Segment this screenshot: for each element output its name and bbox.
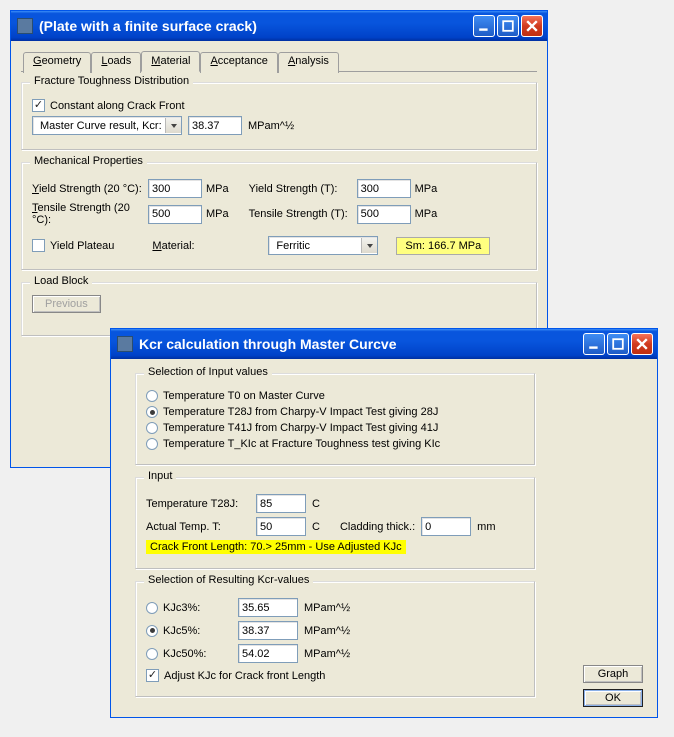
window-title: Kcr calculation through Master Curcve	[139, 336, 583, 352]
minimize-button[interactable]	[583, 333, 605, 355]
graph-button[interactable]: Graph	[583, 665, 643, 683]
chk-constant-crack-front[interactable]: Constant along Crack Front	[32, 99, 185, 112]
kcr-value-field[interactable]	[188, 116, 242, 135]
chk-adjust-kjc[interactable]: Adjust KJc for Crack front Length	[146, 669, 325, 682]
radio-t41j[interactable]: Temperature T41J from Charpy-V Impact Te…	[146, 422, 438, 434]
tab-material[interactable]: Material	[141, 51, 200, 72]
group-legend: Fracture Toughness Distribution	[30, 75, 193, 87]
radio-t28j[interactable]: Temperature T28J from Charpy-V Impact Te…	[146, 406, 438, 418]
group-mechanical-properties: Mechanical Properties Yield Strength (20…	[21, 162, 537, 270]
tensileT-label: Tensile Strength (T):	[249, 208, 353, 220]
crack-front-message: Crack Front Length: 70.> 25mm - Use Adju…	[146, 540, 406, 554]
kcr-unit: MPam^½	[248, 120, 294, 132]
maximize-button[interactable]	[497, 15, 519, 37]
group-legend: Selection of Resulting Kcr-values	[144, 574, 313, 586]
titlebar[interactable]: (Plate with a finite surface crack)	[11, 11, 547, 41]
app-icon	[117, 336, 133, 352]
cladding-label: Cladding thick.:	[340, 521, 415, 533]
yieldT-label: Yield Strength (T):	[249, 183, 353, 195]
minimize-button[interactable]	[473, 15, 495, 37]
t28j-field[interactable]	[256, 494, 306, 513]
kjc5-field[interactable]	[238, 621, 298, 640]
chevron-down-icon	[165, 118, 181, 133]
maximize-button[interactable]	[607, 333, 629, 355]
group-legend: Input	[144, 470, 176, 482]
titlebar[interactable]: Kcr calculation through Master Curcve	[111, 329, 657, 359]
select-kcr-source[interactable]: Master Curve result, Kcr:	[32, 116, 182, 135]
group-selection-input-values: Selection of Input values Temperature T0…	[135, 373, 535, 465]
sm-value: Sm: 166.7 MPa	[396, 237, 490, 255]
tabstrip: Geometry Loads Material Acceptance Analy…	[21, 51, 537, 72]
group-input: Input Temperature T28J: C Actual Temp. T…	[135, 477, 535, 569]
radio-t0-master-curve[interactable]: Temperature T0 on Master Curve	[146, 390, 325, 402]
select-material[interactable]: Ferritic	[268, 236, 378, 255]
group-legend: Selection of Input values	[144, 366, 272, 378]
actual-temp-label: Actual Temp. T:	[146, 521, 250, 533]
close-button[interactable]	[631, 333, 653, 355]
checkbox-icon	[146, 669, 159, 682]
kcr-calculation-window: Kcr calculation through Master Curcve Se…	[110, 328, 658, 718]
chevron-down-icon	[361, 238, 377, 253]
tab-analysis[interactable]: Analysis	[278, 52, 339, 73]
group-resulting-kcr: Selection of Resulting Kcr-values KJc3%:…	[135, 581, 535, 697]
tensileT-field[interactable]	[357, 205, 411, 224]
close-button[interactable]	[521, 15, 543, 37]
radio-kjc50[interactable]: KJc50%:	[146, 648, 232, 660]
tensile20-label: Tensile Strength (20 °C):	[32, 202, 144, 226]
radio-t-kic[interactable]: Temperature T_KIc at Fracture Toughness …	[146, 438, 440, 450]
app-icon	[17, 18, 33, 34]
tensile20-field[interactable]	[148, 205, 202, 224]
tab-acceptance[interactable]: Acceptance	[200, 52, 278, 73]
group-fracture-toughness: Fracture Toughness Distribution Constant…	[21, 82, 537, 150]
kjc50-field[interactable]	[238, 644, 298, 663]
yield20-field[interactable]	[148, 179, 202, 198]
checkbox-icon	[32, 99, 45, 112]
radio-kjc3[interactable]: KJc3%:	[146, 602, 232, 614]
yield20-label: Yield Strength (20 °C):	[32, 183, 144, 195]
radio-kjc5[interactable]: KJc5%:	[146, 625, 232, 637]
yieldT-field[interactable]	[357, 179, 411, 198]
ok-button[interactable]: OK	[583, 689, 643, 707]
checkbox-icon	[32, 239, 45, 252]
material-label: Material:	[152, 240, 264, 252]
tab-geometry[interactable]: Geometry	[23, 52, 91, 73]
chk-yield-plateau[interactable]: Yield Plateau	[32, 239, 114, 252]
actual-temp-field[interactable]	[256, 517, 306, 536]
cladding-field[interactable]	[421, 517, 471, 536]
group-legend: Load Block	[30, 275, 92, 287]
tab-loads[interactable]: Loads	[91, 52, 141, 73]
previous-button[interactable]: Previous	[32, 295, 101, 313]
window-title: (Plate with a finite surface crack)	[39, 18, 473, 34]
group-legend: Mechanical Properties	[30, 155, 147, 167]
kjc3-field[interactable]	[238, 598, 298, 617]
tab-material-pane: Fracture Toughness Distribution Constant…	[21, 72, 537, 336]
t28j-label: Temperature T28J:	[146, 498, 250, 510]
